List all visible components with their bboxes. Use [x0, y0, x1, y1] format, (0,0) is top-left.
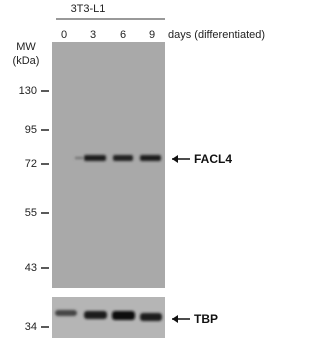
mw-title: MW: [16, 41, 36, 53]
facl4-bands: [75, 155, 161, 161]
mw-marker: 95: [25, 124, 37, 136]
lane-label: 3: [90, 29, 96, 41]
lane-caption: days (differentiated): [168, 29, 265, 41]
mw-unit: (kDa): [13, 55, 40, 67]
main-blot: [52, 42, 165, 288]
lane-label: 6: [120, 29, 126, 41]
arrow-head: [172, 155, 178, 163]
blot-figure: 3T3-L1 days (differentiated) MW (kDa) FA…: [0, 0, 277, 339]
mw-marker: 43: [25, 262, 37, 274]
arrow-head: [172, 315, 178, 323]
mw-marker: 55: [25, 207, 37, 219]
lane-label: 9: [149, 29, 155, 41]
mw-marker: 130: [19, 85, 37, 97]
lane-label: 0: [61, 29, 67, 41]
band-label: FACL4: [194, 152, 232, 166]
mw-marker: 72: [25, 158, 37, 170]
cell-line: 3T3-L1: [71, 3, 106, 15]
mw-marker: 34: [25, 321, 37, 333]
band-label: TBP: [194, 312, 218, 326]
